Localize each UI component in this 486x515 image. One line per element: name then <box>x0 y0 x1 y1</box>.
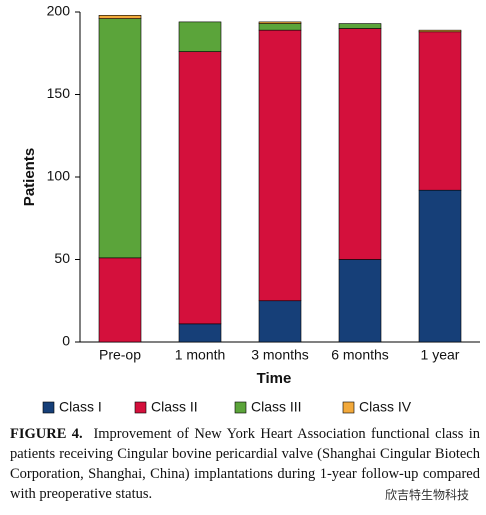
x-tick-label: 1 year <box>421 347 460 363</box>
y-axis-title: Patients <box>21 148 38 206</box>
bar-segment <box>178 51 222 325</box>
legend-label: Class IV <box>359 399 412 415</box>
y-tick-label: 150 <box>47 85 71 101</box>
legend-swatch <box>134 401 147 414</box>
caption-text: Improvement of New York Heart Associatio… <box>10 426 481 502</box>
x-axis-title: Time <box>257 370 292 387</box>
legend-swatch <box>42 401 55 414</box>
x-tick-label: 6 months <box>331 347 389 363</box>
bar-segment <box>98 18 142 259</box>
bar-segment <box>98 257 142 343</box>
caption: FIGURE 4. Improvement of New York Heart … <box>10 424 480 504</box>
bar-segment <box>98 15 142 19</box>
bar-segment <box>338 28 382 260</box>
caption-label: FIGURE 4. <box>10 426 83 442</box>
bar-segment <box>178 21 222 52</box>
legend-swatch <box>342 401 355 414</box>
legend-label: Class II <box>151 399 198 415</box>
y-tick-label: 200 <box>47 3 71 19</box>
bar-segment <box>178 323 222 343</box>
x-tick-label: 3 months <box>251 347 309 363</box>
legend-label: Class III <box>251 399 302 415</box>
bar-segment <box>338 259 382 343</box>
bar-segment <box>418 189 462 343</box>
x-tick-label: 1 month <box>175 347 226 363</box>
bar-segment <box>258 23 302 31</box>
watermark: 欣吉特生物科技 <box>385 488 470 502</box>
bar-segment <box>418 29 462 33</box>
bar-segment <box>418 31 462 191</box>
y-tick-label: 0 <box>62 333 70 349</box>
y-tick-label: 100 <box>47 168 71 184</box>
x-tick-label: Pre-op <box>99 347 141 363</box>
legend-label: Class I <box>59 399 102 415</box>
legend-swatch <box>234 401 247 414</box>
bar-segment <box>338 23 382 29</box>
y-tick-label: 50 <box>54 250 70 266</box>
chart: Patients Time 0 50 100 150 200 Pre-op 1 month 3… <box>21 3 480 415</box>
bar-segment <box>258 29 302 302</box>
bar-segment <box>258 300 302 343</box>
bar-segment <box>258 21 302 24</box>
